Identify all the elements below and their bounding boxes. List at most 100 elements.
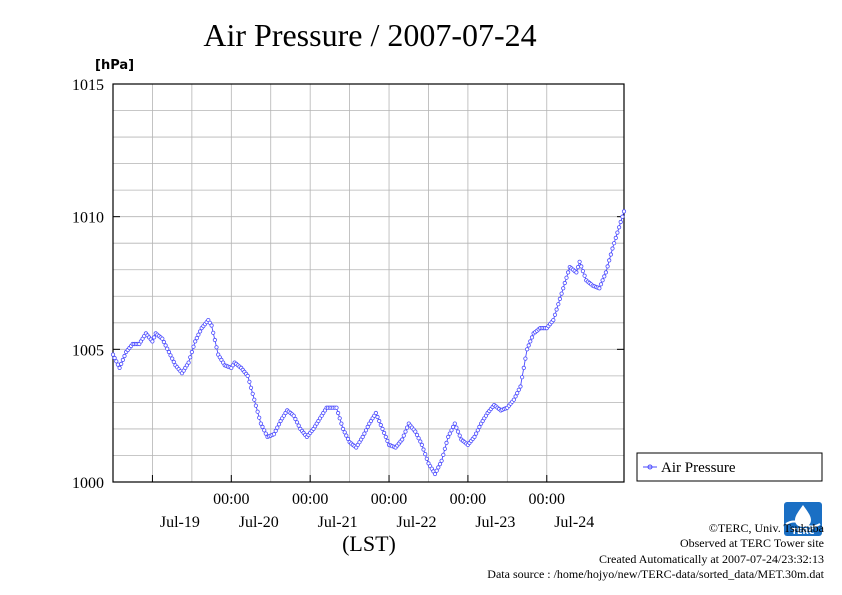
data-point: [439, 458, 444, 463]
data-point: [400, 437, 405, 442]
data-point: [597, 286, 602, 291]
data-point: [339, 421, 344, 426]
data-point: [119, 361, 124, 366]
data-point: [160, 336, 165, 341]
data-point: [529, 335, 535, 340]
data-point: [602, 274, 607, 279]
plot-frame: [112, 83, 625, 483]
copyright-text: ©TERC, Univ. Tsukuba: [708, 521, 824, 535]
legend-label: Air Pressure: [661, 460, 736, 476]
data-point: [611, 241, 617, 246]
data-point: [258, 421, 263, 426]
data-point: [345, 436, 351, 441]
data-point: [377, 418, 382, 424]
data-point: [198, 329, 203, 334]
x-time-label: 00:00: [292, 491, 328, 508]
data-point: [452, 421, 457, 426]
source-text: Data source : /home/hojyo/new/TERC-data/…: [487, 567, 824, 582]
data-point: [120, 357, 126, 362]
data-point: [418, 439, 423, 444]
data-point: [424, 456, 429, 461]
data-point: [260, 424, 265, 429]
data-point: [291, 413, 296, 418]
data-point: [610, 246, 615, 251]
legend: Air Pressure: [636, 452, 823, 482]
data-point: [381, 430, 387, 435]
data-point: [450, 424, 456, 429]
data-point: [618, 219, 623, 225]
data-point: [404, 425, 410, 430]
data-point: [171, 359, 176, 364]
data-point: [110, 352, 116, 357]
data-point: [551, 317, 556, 323]
data-point: [615, 230, 620, 235]
data-point: [472, 434, 477, 439]
data-point: [607, 258, 612, 263]
data-point: [334, 405, 339, 410]
y-axis: 1000 1005 1010 1015: [72, 77, 624, 492]
data-point: [296, 423, 301, 428]
data-point: [518, 384, 523, 389]
y-unit-label: [hPa]: [95, 58, 134, 73]
created-text: Created Automatically at 2007-07-24/23:3…: [599, 551, 824, 566]
data-point: [475, 428, 480, 433]
y-tick-label: 1010: [72, 210, 104, 227]
data-point: [582, 273, 587, 278]
data-point: [122, 353, 127, 359]
data-point: [434, 468, 439, 473]
data-point: [552, 312, 558, 317]
data-point: [275, 425, 280, 430]
data-point: [189, 349, 194, 355]
data-point: [194, 335, 199, 341]
data-point: [413, 429, 418, 434]
observed-text: Observed at TERC Tower site: [679, 536, 824, 551]
data-point: [598, 282, 604, 287]
data-point: [603, 270, 609, 275]
data-point: [454, 425, 459, 430]
data-point: [580, 268, 586, 274]
data-point: [115, 362, 121, 367]
data-point: [378, 422, 383, 428]
data-point: [437, 461, 443, 467]
data-point: [294, 420, 300, 425]
data-point: [363, 428, 369, 433]
data-point: [168, 353, 173, 358]
data-point: [209, 323, 214, 328]
data-point: [365, 424, 370, 429]
data-point: [574, 270, 579, 275]
data-point: [293, 416, 298, 422]
data-point: [577, 259, 582, 264]
data-point: [414, 432, 420, 437]
data-point: [252, 397, 257, 402]
data-point: [600, 278, 605, 283]
data-point: [613, 235, 618, 240]
data-point: [250, 391, 255, 396]
data-point: [473, 431, 479, 436]
y-tick-label: 1015: [72, 77, 104, 94]
y-tick-label: 1005: [72, 342, 104, 359]
data-point: [620, 214, 625, 219]
data-point: [516, 387, 521, 392]
data-point: [262, 428, 267, 433]
series-line: [112, 211, 625, 475]
data-point: [245, 373, 250, 378]
data-point: [362, 431, 367, 436]
data-point: [152, 335, 157, 340]
data-point: [114, 359, 119, 364]
data-point: [375, 414, 380, 420]
data-point: [211, 330, 216, 335]
data-point: [528, 339, 533, 344]
x-date-label: Jul-19: [160, 514, 200, 531]
data-point: [436, 465, 441, 470]
data-point: [419, 442, 424, 447]
y-tick-label: 1000: [72, 475, 104, 492]
data-point: [564, 275, 569, 280]
data-point: [575, 264, 581, 270]
data-point: [170, 356, 175, 361]
data-point: [276, 422, 282, 427]
data-point: [455, 429, 461, 434]
data-point: [444, 440, 449, 445]
data-point: [616, 225, 622, 230]
data-point: [248, 385, 254, 390]
data-point: [605, 264, 610, 269]
